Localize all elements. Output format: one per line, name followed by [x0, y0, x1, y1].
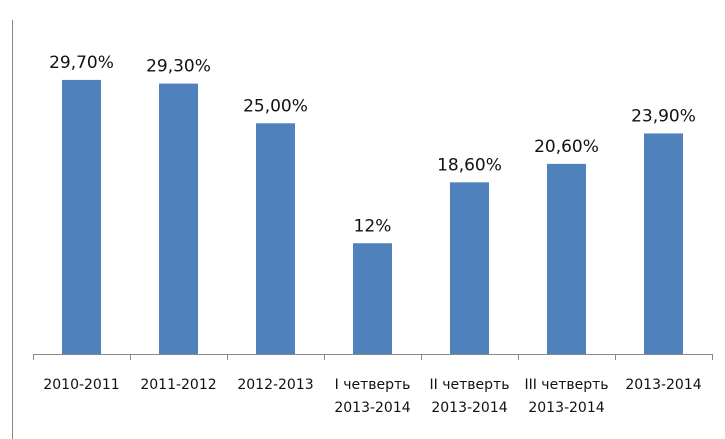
x-tick-label: 2010-2011: [43, 377, 120, 393]
x-tick-label: 2013-2014: [625, 377, 702, 393]
x-tick-label-box: 2012-2013: [237, 377, 314, 393]
bar: [547, 163, 586, 354]
bar: [256, 123, 295, 355]
value-label: 25,00%: [243, 96, 308, 116]
x-tick-label: 2011-2012: [140, 377, 217, 393]
value-label: 23,90%: [631, 106, 696, 126]
x-tick-label: II четверть 2013-2014: [429, 377, 510, 416]
bar: [450, 182, 489, 354]
bar: [62, 79, 101, 354]
x-tick-label-box: II четверть 2013-2014: [429, 377, 510, 416]
x-tick-label-box: 2010-2011: [43, 377, 120, 393]
x-tick-label-box: 2011-2012: [140, 377, 217, 393]
x-tick-label-box: III четверть 2013-2014: [524, 377, 609, 416]
bar: [353, 243, 392, 354]
bar: [644, 133, 683, 354]
x-tick-label: 2012-2013: [237, 377, 314, 393]
value-label: 12%: [354, 216, 392, 236]
value-label: 29,30%: [146, 57, 211, 77]
x-tick-label: III четверть 2013-2014: [524, 377, 609, 416]
bar: [159, 83, 198, 355]
value-label: 18,60%: [437, 155, 502, 175]
value-label: 29,70%: [49, 53, 114, 73]
x-tick-label-box: 2013-2014: [625, 377, 702, 393]
x-tick-label-box: I четверть 2013-2014: [334, 377, 411, 416]
value-label: 20,60%: [534, 137, 599, 157]
x-tick-label: I четверть 2013-2014: [334, 377, 411, 416]
